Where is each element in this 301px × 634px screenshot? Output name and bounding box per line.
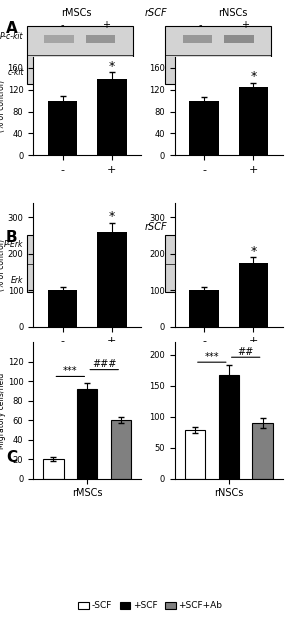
- Text: -: -: [60, 20, 64, 30]
- Text: *: *: [109, 60, 115, 73]
- Bar: [111, 420, 131, 479]
- Bar: [183, 35, 213, 43]
- Bar: [183, 70, 213, 79]
- Text: ###: ###: [92, 359, 116, 369]
- Bar: [97, 79, 127, 155]
- Bar: [239, 263, 268, 327]
- Text: A: A: [6, 21, 18, 36]
- Bar: [77, 389, 98, 479]
- Bar: [189, 101, 219, 155]
- Legend: -SCF, +SCF, +SCF+Ab: -SCF, +SCF, +SCF+Ab: [75, 598, 226, 614]
- Bar: [44, 35, 74, 43]
- Y-axis label: Migratory cells/field: Migratory cells/field: [0, 372, 6, 449]
- Y-axis label: P-c-kit/c-kit
(% of control): P-c-kit/c-kit (% of control): [0, 80, 6, 133]
- Bar: [44, 280, 74, 288]
- Text: C: C: [6, 450, 17, 465]
- Text: P-c-kit: P-c-kit: [0, 32, 24, 41]
- Bar: [85, 243, 115, 252]
- Bar: [85, 35, 115, 43]
- Bar: [224, 280, 254, 288]
- Bar: [44, 70, 74, 79]
- FancyBboxPatch shape: [26, 26, 133, 84]
- Bar: [85, 280, 115, 288]
- Text: -: -: [199, 223, 202, 233]
- Bar: [224, 243, 254, 252]
- Text: ##: ##: [237, 347, 254, 357]
- Bar: [253, 423, 273, 479]
- Text: B: B: [6, 230, 17, 245]
- Bar: [48, 290, 77, 327]
- Text: ***: ***: [204, 352, 219, 362]
- Bar: [189, 290, 219, 327]
- Bar: [239, 87, 268, 155]
- Y-axis label: P-Erk/Erk
(% of control): P-Erk/Erk (% of control): [0, 238, 6, 291]
- Text: c-kit: c-kit: [7, 68, 24, 77]
- Text: -: -: [199, 20, 202, 30]
- FancyBboxPatch shape: [165, 235, 272, 292]
- Text: Erk: Erk: [11, 276, 24, 285]
- Text: +: +: [241, 223, 249, 233]
- Text: +: +: [102, 223, 110, 233]
- Bar: [185, 430, 205, 479]
- Bar: [85, 70, 115, 79]
- Text: -: -: [60, 223, 64, 233]
- Text: ***: ***: [63, 366, 78, 375]
- Bar: [219, 375, 239, 479]
- Text: +: +: [102, 20, 110, 30]
- Text: rSCF: rSCF: [145, 223, 168, 233]
- Text: *: *: [250, 70, 256, 83]
- Bar: [44, 243, 74, 252]
- Text: rNSCs: rNSCs: [219, 8, 248, 18]
- Bar: [183, 280, 213, 288]
- Text: rMSCs: rMSCs: [61, 8, 92, 18]
- FancyBboxPatch shape: [165, 26, 272, 84]
- Bar: [97, 232, 127, 327]
- Bar: [183, 243, 213, 252]
- Bar: [48, 101, 77, 155]
- Bar: [43, 459, 64, 479]
- Text: rSCF: rSCF: [145, 8, 168, 18]
- Text: *: *: [109, 210, 115, 223]
- Text: P-Erk: P-Erk: [4, 240, 24, 249]
- Bar: [224, 35, 254, 43]
- Text: *: *: [250, 245, 256, 257]
- Bar: [224, 70, 254, 79]
- Text: +: +: [241, 20, 249, 30]
- FancyBboxPatch shape: [26, 235, 133, 292]
